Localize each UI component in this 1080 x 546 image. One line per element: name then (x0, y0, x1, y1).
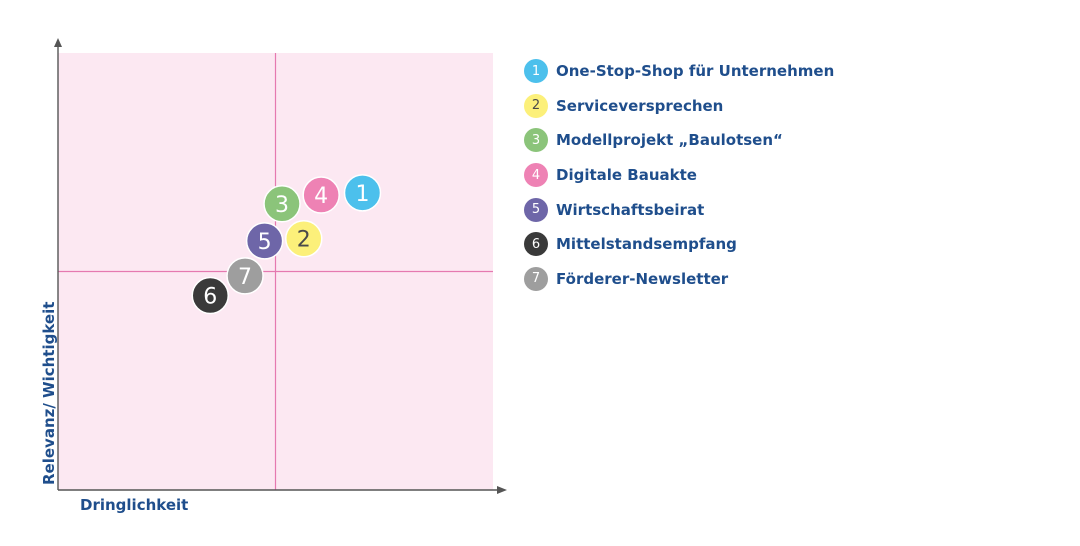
point-5 (245, 222, 284, 260)
legend-label-1: One-Stop-Shop für Unternehmen (556, 62, 835, 81)
point-2 (285, 219, 323, 258)
point-label-3: 3 (275, 193, 289, 218)
legend-item-2: 2 Serviceversprechen (524, 89, 834, 124)
legend-badge-4: 4 (524, 163, 548, 188)
legend-item-3: 3 Modellprojekt „Baulotsen“ (524, 123, 834, 158)
legend-item-5: 5 Wirtschaftsbeirat (524, 192, 834, 227)
legend-badge-3: 3 (524, 128, 548, 153)
legend-label-4: Digitale Bauakte (556, 166, 697, 185)
legend-label-2: Serviceversprechen (556, 96, 724, 115)
legend-item-1: 1 One-Stop-Shop für Unternehmen (524, 54, 834, 89)
point-4 (302, 176, 340, 214)
point-label-2: 2 (297, 228, 311, 253)
x-axis-label: Dringlichkeit (80, 496, 189, 514)
legend-badge-2: 2 (524, 93, 548, 118)
legend-item-6: 6 Mittelstandsempfang (524, 227, 834, 262)
legend-label-3: Modellprojekt „Baulotsen“ (556, 131, 783, 150)
y-axis-label: Relevanz/ Wichtigkeit (40, 301, 58, 485)
point-label-6: 6 (203, 285, 217, 310)
point-label-5: 5 (258, 230, 272, 255)
legend-badge-5: 5 (524, 197, 548, 222)
point-label-1: 1 (356, 182, 370, 207)
point-3 (263, 185, 301, 223)
y-axis-arrow-icon (54, 38, 62, 47)
legend-label-7: Förderer-Newsletter (556, 269, 729, 288)
point-6 (191, 276, 229, 315)
legend-item-7: 7 Förderer-Newsletter (524, 262, 834, 297)
point-7 (226, 257, 264, 295)
legend: 1 One-Stop-Shop für Unternehmen 2 Serviceve… (524, 54, 834, 296)
legend-badge-7: 7 (524, 266, 548, 291)
legend-label-5: Wirtschaftsbeirat (556, 200, 705, 219)
point-label-7: 7 (238, 265, 252, 290)
legend-item-4: 4 Digitale Bauakte (524, 158, 834, 193)
legend-badge-6: 6 (524, 232, 548, 257)
point-label-4: 4 (314, 184, 328, 209)
point-1 (343, 174, 382, 212)
x-axis-arrow-icon (497, 486, 507, 494)
legend-label-6: Mittelstandsempfang (556, 235, 737, 254)
legend-badge-1: 1 (524, 59, 548, 84)
